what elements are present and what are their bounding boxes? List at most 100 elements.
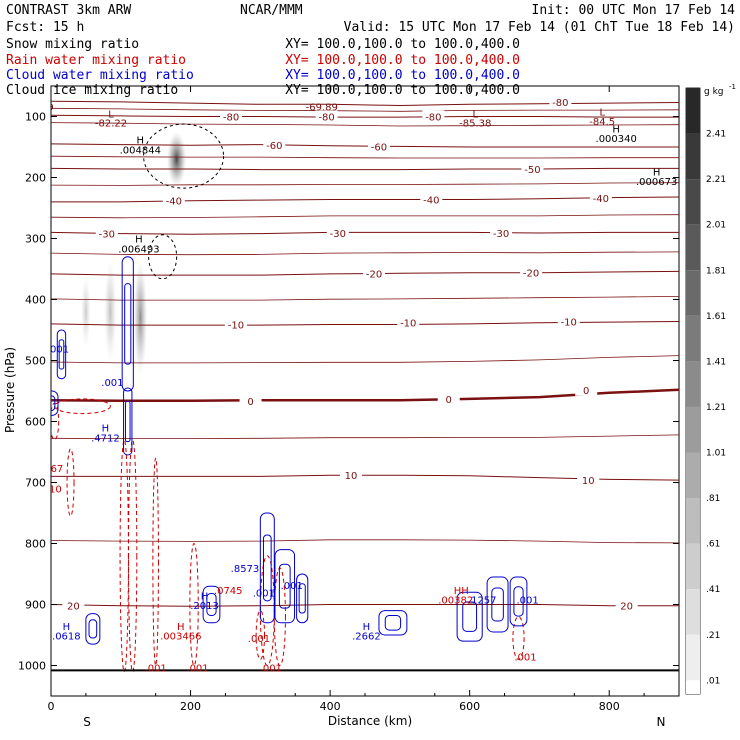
init-time: Init: 00 UTC Mon 17 Feb 14: [532, 3, 736, 18]
extremum-label-12: H: [653, 167, 661, 178]
isotherm--30: [51, 231, 679, 235]
colorbar-label-8: .81: [706, 494, 720, 504]
rain-contour-8: [66, 448, 75, 517]
xy-cloud: XY= 100.0,100.0 to 100.0,400.0: [285, 68, 520, 83]
isotherm--60: [51, 143, 679, 148]
rain-contour-0: [119, 439, 129, 673]
snow-shading-0: [166, 131, 187, 187]
cloud-contour-9: [378, 610, 408, 636]
isotherm-intermediate: [51, 155, 679, 159]
extremum-label-44: .001: [260, 663, 282, 674]
extremum-label-23: .10: [46, 485, 62, 496]
isotherm-label-2: -80: [425, 113, 441, 124]
colorbar-swatch: [686, 406, 700, 453]
isotherm-10: [51, 474, 679, 481]
cloud-contour-12: [509, 576, 528, 627]
contour-label-bg: [490, 227, 513, 240]
isotherm-label-6: -50: [524, 165, 540, 176]
cloud-contour-7: [296, 573, 309, 624]
colorbar-unit-exp: -1: [729, 83, 736, 91]
cloud-contour-2: [56, 329, 67, 380]
contour-label-bg: [162, 194, 185, 207]
cloud-contour-1: [123, 387, 133, 456]
isotherm-intermediate: [51, 214, 679, 219]
xy-ice: XY= 100.0,100.0 to 100.0,400.0: [285, 83, 520, 98]
contour-label-bg: [363, 267, 386, 280]
x-end-label-north: N: [657, 715, 666, 729]
isotherm--50: [51, 167, 679, 171]
isotherm-intermediate: [51, 296, 679, 301]
extremum-label-7: -84.5: [589, 117, 615, 128]
cloud-contour-inner-7: [298, 583, 306, 614]
isotherm-label-24: 20: [620, 602, 633, 613]
colorbar-swatch: [686, 634, 700, 681]
contour-label-bg: [340, 469, 363, 482]
cloud-contour-11: [486, 576, 509, 633]
colorbar-label-10: .41: [706, 585, 720, 595]
y-tick-label-400: 400: [25, 294, 46, 307]
y-tick-label-300: 300: [25, 233, 46, 246]
colorbar-swatch: [686, 133, 700, 180]
extremum-label-15: .006493: [118, 244, 159, 255]
x-tick-label-0: 0: [48, 700, 55, 713]
extremum-label-2: -69.89: [306, 103, 338, 114]
rain-contour-1: [127, 439, 138, 673]
colorbar-swatch: [686, 315, 700, 362]
plot-area: -80 -80 -80 -80 -60 -60 -50 -40 -40 -40 -30 -30 -30 -…: [31, 95, 679, 674]
y-tick-label-1000: 1000: [18, 660, 46, 673]
isotherm-20: [51, 604, 679, 607]
isotherm-label-20: 0: [583, 386, 589, 397]
extremum-label-0: L: [108, 109, 114, 120]
cloud-contour-3: [51, 390, 59, 416]
colorbar-swatch: [686, 498, 700, 544]
cloud-contour-6: [274, 549, 296, 624]
extremum-label-16: .001: [47, 344, 69, 355]
isotherm-0: [51, 388, 679, 403]
extremum-label-27: .0745: [214, 586, 243, 597]
isotherm-label-18: 0: [247, 397, 253, 408]
colorbar-label-5: 1.41: [706, 357, 726, 367]
extremum-label-38: .00382: [438, 596, 473, 607]
colorbar-swatch: [686, 361, 700, 407]
colorbar-label-0: 2.41: [706, 130, 726, 140]
colorbar-label-3: 1.81: [706, 266, 726, 276]
extremum-label-33: .003466: [160, 632, 201, 643]
extremum-label-9: .004844: [120, 145, 161, 156]
cloud-contour-5: [259, 512, 275, 624]
extremum-label-14: H: [135, 235, 143, 246]
colorbar-swatch: [686, 270, 700, 316]
extremum-label-34: .001: [248, 634, 270, 645]
extremum-label-3: 9.69: [31, 103, 53, 114]
extremum-label-21: H: [39, 454, 47, 465]
isotherm-label-1: -80: [318, 113, 334, 124]
isotherm-label-15: -10: [228, 321, 244, 332]
legend: Snow mixing ratio Rain water mixing rati…: [6, 37, 520, 98]
y-tick-label-700: 700: [25, 477, 46, 490]
colorbar-label-2: 2.01: [706, 221, 726, 231]
colorbar-swatch: [686, 179, 700, 225]
contour-label-bg: [615, 599, 638, 612]
isotherm-intermediate: [51, 182, 679, 186]
isotherm-label-21: 10: [345, 471, 358, 482]
extremum-label-28: .001: [253, 588, 275, 599]
isotherm--40: [51, 196, 679, 203]
cloud-contour-10: [456, 591, 483, 642]
extremum-label-42: .001: [145, 663, 167, 674]
rain-contour-4: [259, 555, 275, 666]
snow-shading-3: [81, 275, 91, 349]
extremum-label-24: H: [201, 591, 209, 602]
legend-ice: Cloud ice mixing ratio: [6, 83, 178, 98]
extremum-label-37: HH: [454, 586, 469, 597]
cloud-contour-inner-9: [384, 614, 402, 631]
contour-label-bg: [521, 162, 544, 175]
contour-label-bg: [239, 394, 262, 407]
extremum-label-8: H: [137, 136, 145, 147]
isotherm-label-11: -30: [330, 229, 346, 240]
contour-label-bg: [549, 95, 572, 108]
isotherm-intermediate: [51, 251, 679, 256]
isotherm-label-22: 10: [582, 476, 595, 487]
colorbar-unit: g kg: [704, 87, 724, 97]
colorbar-label-9: .61: [706, 540, 720, 550]
ice-contour: [148, 234, 178, 280]
